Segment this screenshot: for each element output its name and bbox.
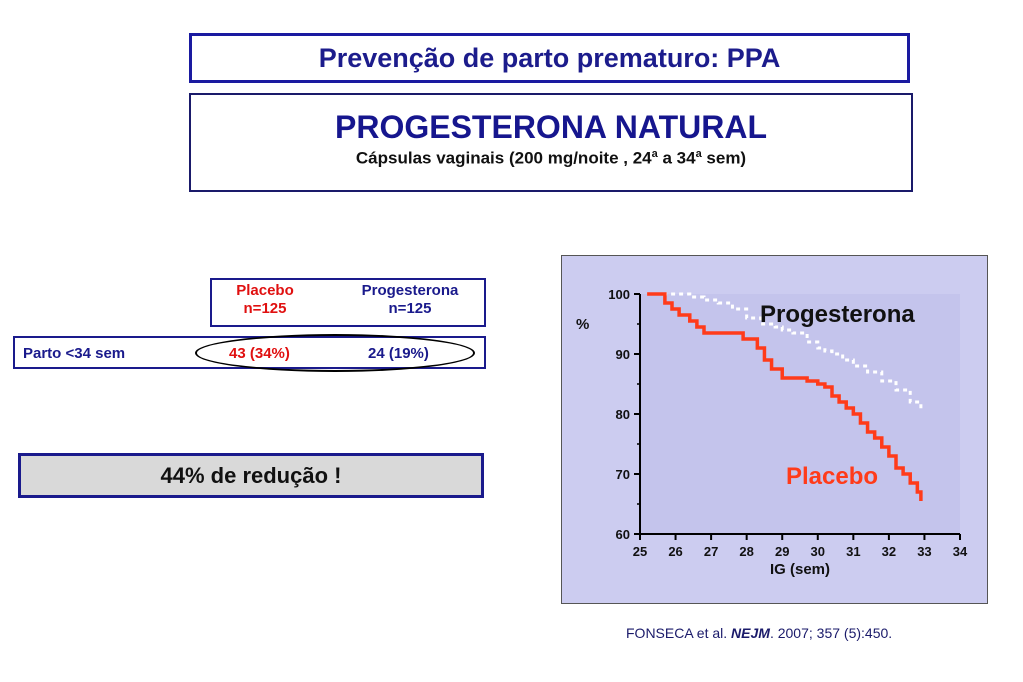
x-tick-label: 26: [668, 544, 682, 559]
x-tick-label: 33: [917, 544, 931, 559]
x-tick-label: 27: [704, 544, 718, 559]
placebo-header: Placebo n=125: [220, 282, 310, 318]
row-label: Parto <34 sem: [23, 345, 126, 362]
section-heading: PROGESTERONA NATURAL: [335, 109, 767, 145]
placebo-n: n=125: [243, 300, 287, 317]
series-line-progesterona: [647, 292, 923, 411]
highlight-oval: [195, 334, 475, 372]
citation-authors: FONSECA et al.: [626, 625, 732, 641]
dosage-suffix: sem): [701, 148, 747, 168]
y-tick-label: 60: [616, 527, 630, 542]
series-line-placebo: [647, 292, 923, 501]
x-tick-label: 34: [953, 544, 968, 559]
citation: FONSECA et al. NEJM. 2007; 357 (5):450.: [626, 625, 892, 641]
y-axis-label: %: [576, 316, 589, 333]
dosage-mid: a 34: [657, 148, 696, 168]
subtitle-box: PROGESTERONA NATURAL Cápsulas vaginais (…: [189, 93, 913, 192]
citation-journal: NEJM: [731, 625, 770, 641]
x-tick-label: 29: [775, 544, 789, 559]
x-tick-label: 31: [846, 544, 860, 559]
dosage-sup-2: a: [695, 148, 702, 160]
x-tick-label: 30: [811, 544, 825, 559]
y-tick-label: 90: [616, 347, 630, 362]
y-tick-label: 70: [616, 467, 630, 482]
survival-chart: 60 70 80 90 100 25 26 27 28 29 30 31 32 33 34% IG (sem)…: [576, 287, 968, 578]
y-tick-label: 100: [608, 287, 630, 302]
series-label-placebo: Placebo: [786, 463, 878, 490]
y-tick-label: 80: [616, 407, 630, 422]
plot-area: [640, 294, 960, 534]
x-axis-label: IG (sem): [770, 561, 830, 578]
chart-panel: 60 70 80 90 100 25 26 27 28 29 30 31 32 33 34% IG (sem)…: [561, 255, 988, 604]
x-tick-label: 25: [633, 544, 647, 559]
progesterona-name: Progesterona: [361, 282, 459, 299]
x-tick-label: 28: [739, 544, 753, 559]
progesterona-header: Progesterona n=125: [340, 282, 480, 318]
reduction-box: 44% de redução !: [18, 453, 484, 498]
progesterona-n: n=125: [388, 300, 432, 317]
placebo-name: Placebo: [236, 282, 294, 299]
title-box: Prevenção de parto prematuro: PPA: [189, 33, 910, 83]
page-title: Prevenção de parto prematuro: PPA: [318, 43, 781, 73]
dosage-detail: Cápsulas vaginais (200 mg/noite , 24a a …: [191, 148, 911, 169]
dosage-prefix: Cápsulas vaginais (200 mg/noite , 24: [355, 148, 652, 168]
series-label-progesterona: Progesterona: [760, 301, 915, 328]
dosage-sup-1: a: [651, 148, 658, 160]
table-header: Placebo n=125 Progesterona n=125: [210, 278, 486, 327]
citation-ref: . 2007; 357 (5):450.: [769, 625, 893, 641]
x-tick-label: 32: [882, 544, 896, 559]
